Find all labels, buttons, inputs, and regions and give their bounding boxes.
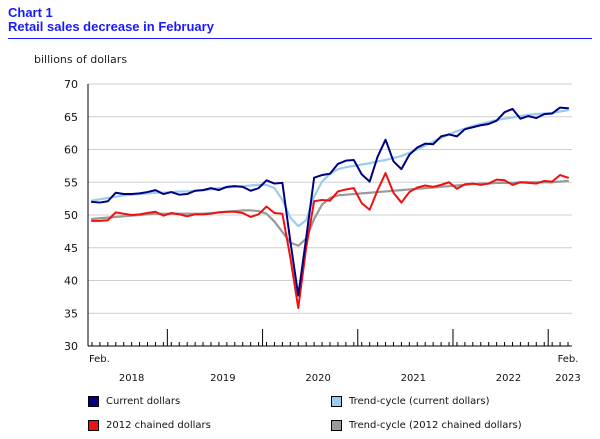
legend-item-trend-current: Trend-cycle (current dollars)	[331, 396, 490, 407]
legend-swatch-chained-dollars	[88, 420, 99, 431]
x-year-label: 2021	[401, 373, 426, 384]
legend-swatch-trend-current	[331, 396, 342, 407]
title-divider	[8, 38, 592, 39]
y-tick-label: 55	[64, 176, 78, 189]
x-start-month-label: Feb.	[89, 354, 110, 365]
y-tick-label: 40	[64, 275, 78, 288]
y-tick-label: 30	[64, 340, 78, 353]
y-tick-label: 45	[64, 242, 78, 255]
x-end-month-label: Feb.	[558, 354, 579, 365]
chart-title: Retail sales decrease in February	[8, 19, 214, 34]
legend-item-chained-dollars: 2012 chained dollars	[88, 420, 211, 431]
chart-number: Chart 1	[8, 5, 53, 20]
y-tick-label: 70	[64, 78, 78, 91]
y-tick-label: 65	[64, 111, 78, 124]
series-current-dollars	[90, 106, 570, 297]
y-tick-label: 60	[64, 144, 78, 157]
legend-label-trend-chained: Trend-cycle (2012 chained dollars)	[349, 420, 522, 431]
x-year-label: 2018	[119, 373, 144, 384]
series-2012-chained-dollars	[90, 172, 570, 310]
y-tick-label: 50	[64, 209, 78, 222]
legend-item-trend-chained: Trend-cycle (2012 chained dollars)	[331, 420, 522, 431]
series-trend-current-dollars	[90, 109, 570, 228]
legend-label-current-dollars: Current dollars	[106, 396, 181, 407]
legend-label-chained-dollars: 2012 chained dollars	[106, 420, 211, 431]
x-year-label: 2022	[496, 373, 521, 384]
legend-item-current-dollars: Current dollars	[88, 396, 180, 407]
series-trend-2012-chained-dollars	[90, 179, 570, 247]
y-tick-label: 35	[64, 307, 78, 320]
legend-swatch-current-dollars	[88, 396, 99, 407]
legend-label-trend-current: Trend-cycle (current dollars)	[349, 396, 490, 407]
x-year-label: 2023	[555, 373, 580, 384]
y-axis-unit-label: billions of dollars	[34, 53, 128, 66]
x-year-label: 2019	[210, 373, 235, 384]
legend-swatch-trend-chained	[331, 420, 342, 431]
x-year-label: 2020	[305, 373, 330, 384]
